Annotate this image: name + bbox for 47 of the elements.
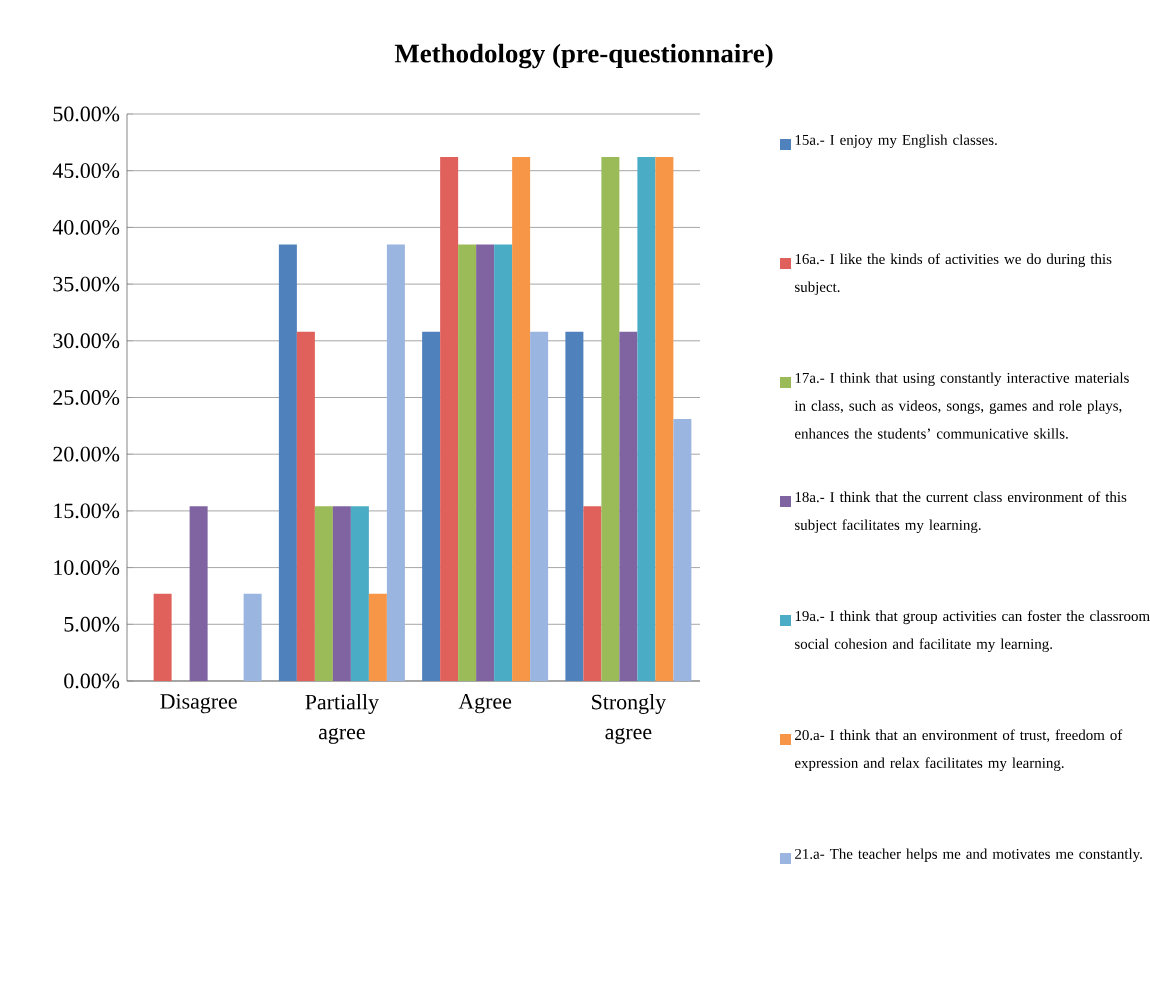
- bar: [243, 593, 262, 681]
- bar: [619, 331, 638, 681]
- bar: [368, 593, 387, 681]
- bar: [314, 506, 333, 681]
- bar: [458, 244, 477, 681]
- x-tick-label: Agree: [458, 694, 512, 714]
- x-tick-label: Partially agree: [305, 694, 379, 744]
- bar: [601, 157, 620, 681]
- x-tick-label: Disagree: [160, 694, 237, 714]
- bar: [530, 331, 549, 681]
- y-tick-label: 10.00%: [54, 560, 120, 576]
- legend-label: 21.a- The teacher helps me and motivates me constantly.: [795, 848, 1142, 862]
- bar: [583, 506, 602, 681]
- y-tick-label: 35.00%: [53, 276, 120, 292]
- bar: [565, 331, 584, 681]
- legend-label: 19a.- I think that group activities can foster the classroom social cohesion and facilitate my learning.: [795, 610, 1150, 653]
- bar: [673, 419, 692, 681]
- bar: [189, 506, 208, 681]
- bar: [422, 331, 441, 681]
- y-tick-label: 5.00%: [64, 616, 120, 632]
- y-tick-label: 0.00%: [64, 673, 120, 689]
- legend-label: 16a.- I like the kinds of activities we do during this subject.: [795, 253, 1112, 295]
- bar: [153, 593, 172, 681]
- bar: [512, 157, 531, 681]
- legend-label: 15a.- I enjoy my English classes.: [795, 134, 997, 148]
- y-tick-label: 15.00%: [54, 503, 120, 519]
- y-tick-label: 50.00%: [53, 106, 120, 122]
- bar: [350, 506, 369, 681]
- legend-label: 20.a- I think that an environment of trust, freedom of expression and relax facilitates my learning.: [795, 729, 1123, 772]
- bar: [332, 506, 351, 681]
- bar: [278, 244, 297, 681]
- y-tick-label: 20.00%: [53, 446, 120, 462]
- legend-label: 17a.- I think that using constantly interactive materials in class, such as videos, songs, games and role plays, enhances the students’ communicative skills.: [794, 372, 1129, 439]
- bar: [440, 157, 459, 681]
- y-tick-label: 25.00%: [53, 390, 120, 405]
- y-tick-label: 30.00%: [53, 333, 120, 349]
- bar: [637, 157, 656, 681]
- y-tick-label: 45.00%: [52, 163, 120, 179]
- bar: [386, 244, 405, 681]
- y-tick-label: 40.00%: [52, 219, 120, 235]
- bar: [296, 331, 315, 681]
- bar: [655, 157, 674, 681]
- x-tick-label: Strongly agree: [592, 694, 667, 744]
- legend-label: 18a.- I think that the current class environment of this subject facilitates my learning.: [795, 491, 1127, 534]
- chart-title: Methodology (pre-questionnaire): [394, 43, 773, 69]
- bar: [494, 244, 513, 681]
- bar: [476, 244, 495, 681]
